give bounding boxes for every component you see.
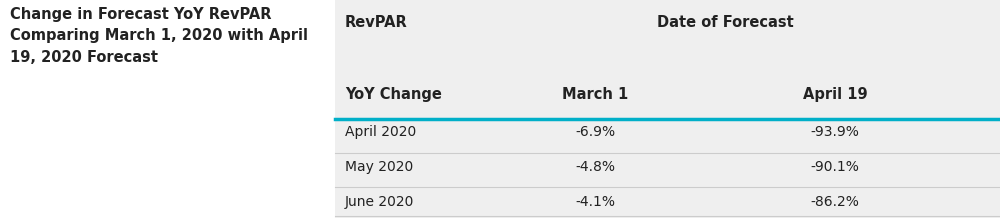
Text: March 1: March 1 — [562, 87, 628, 102]
Text: RevPAR: RevPAR — [345, 15, 408, 30]
Text: YoY Change: YoY Change — [345, 87, 442, 102]
Text: April 2020: April 2020 — [345, 125, 416, 139]
Text: -90.1%: -90.1% — [811, 160, 859, 174]
Text: -4.8%: -4.8% — [575, 160, 615, 174]
Text: May 2020: May 2020 — [345, 160, 413, 174]
Text: -6.9%: -6.9% — [575, 125, 615, 139]
Text: -93.9%: -93.9% — [811, 125, 859, 139]
Text: Date of Forecast: Date of Forecast — [657, 15, 793, 30]
Text: -4.1%: -4.1% — [575, 195, 615, 209]
Text: Change in Forecast YoY RevPAR
Comparing March 1, 2020 with April
19, 2020 Foreca: Change in Forecast YoY RevPAR Comparing … — [10, 7, 308, 65]
FancyBboxPatch shape — [335, 0, 1000, 218]
Text: April 19: April 19 — [803, 87, 867, 102]
Text: June 2020: June 2020 — [345, 195, 414, 209]
Text: -86.2%: -86.2% — [811, 195, 859, 209]
